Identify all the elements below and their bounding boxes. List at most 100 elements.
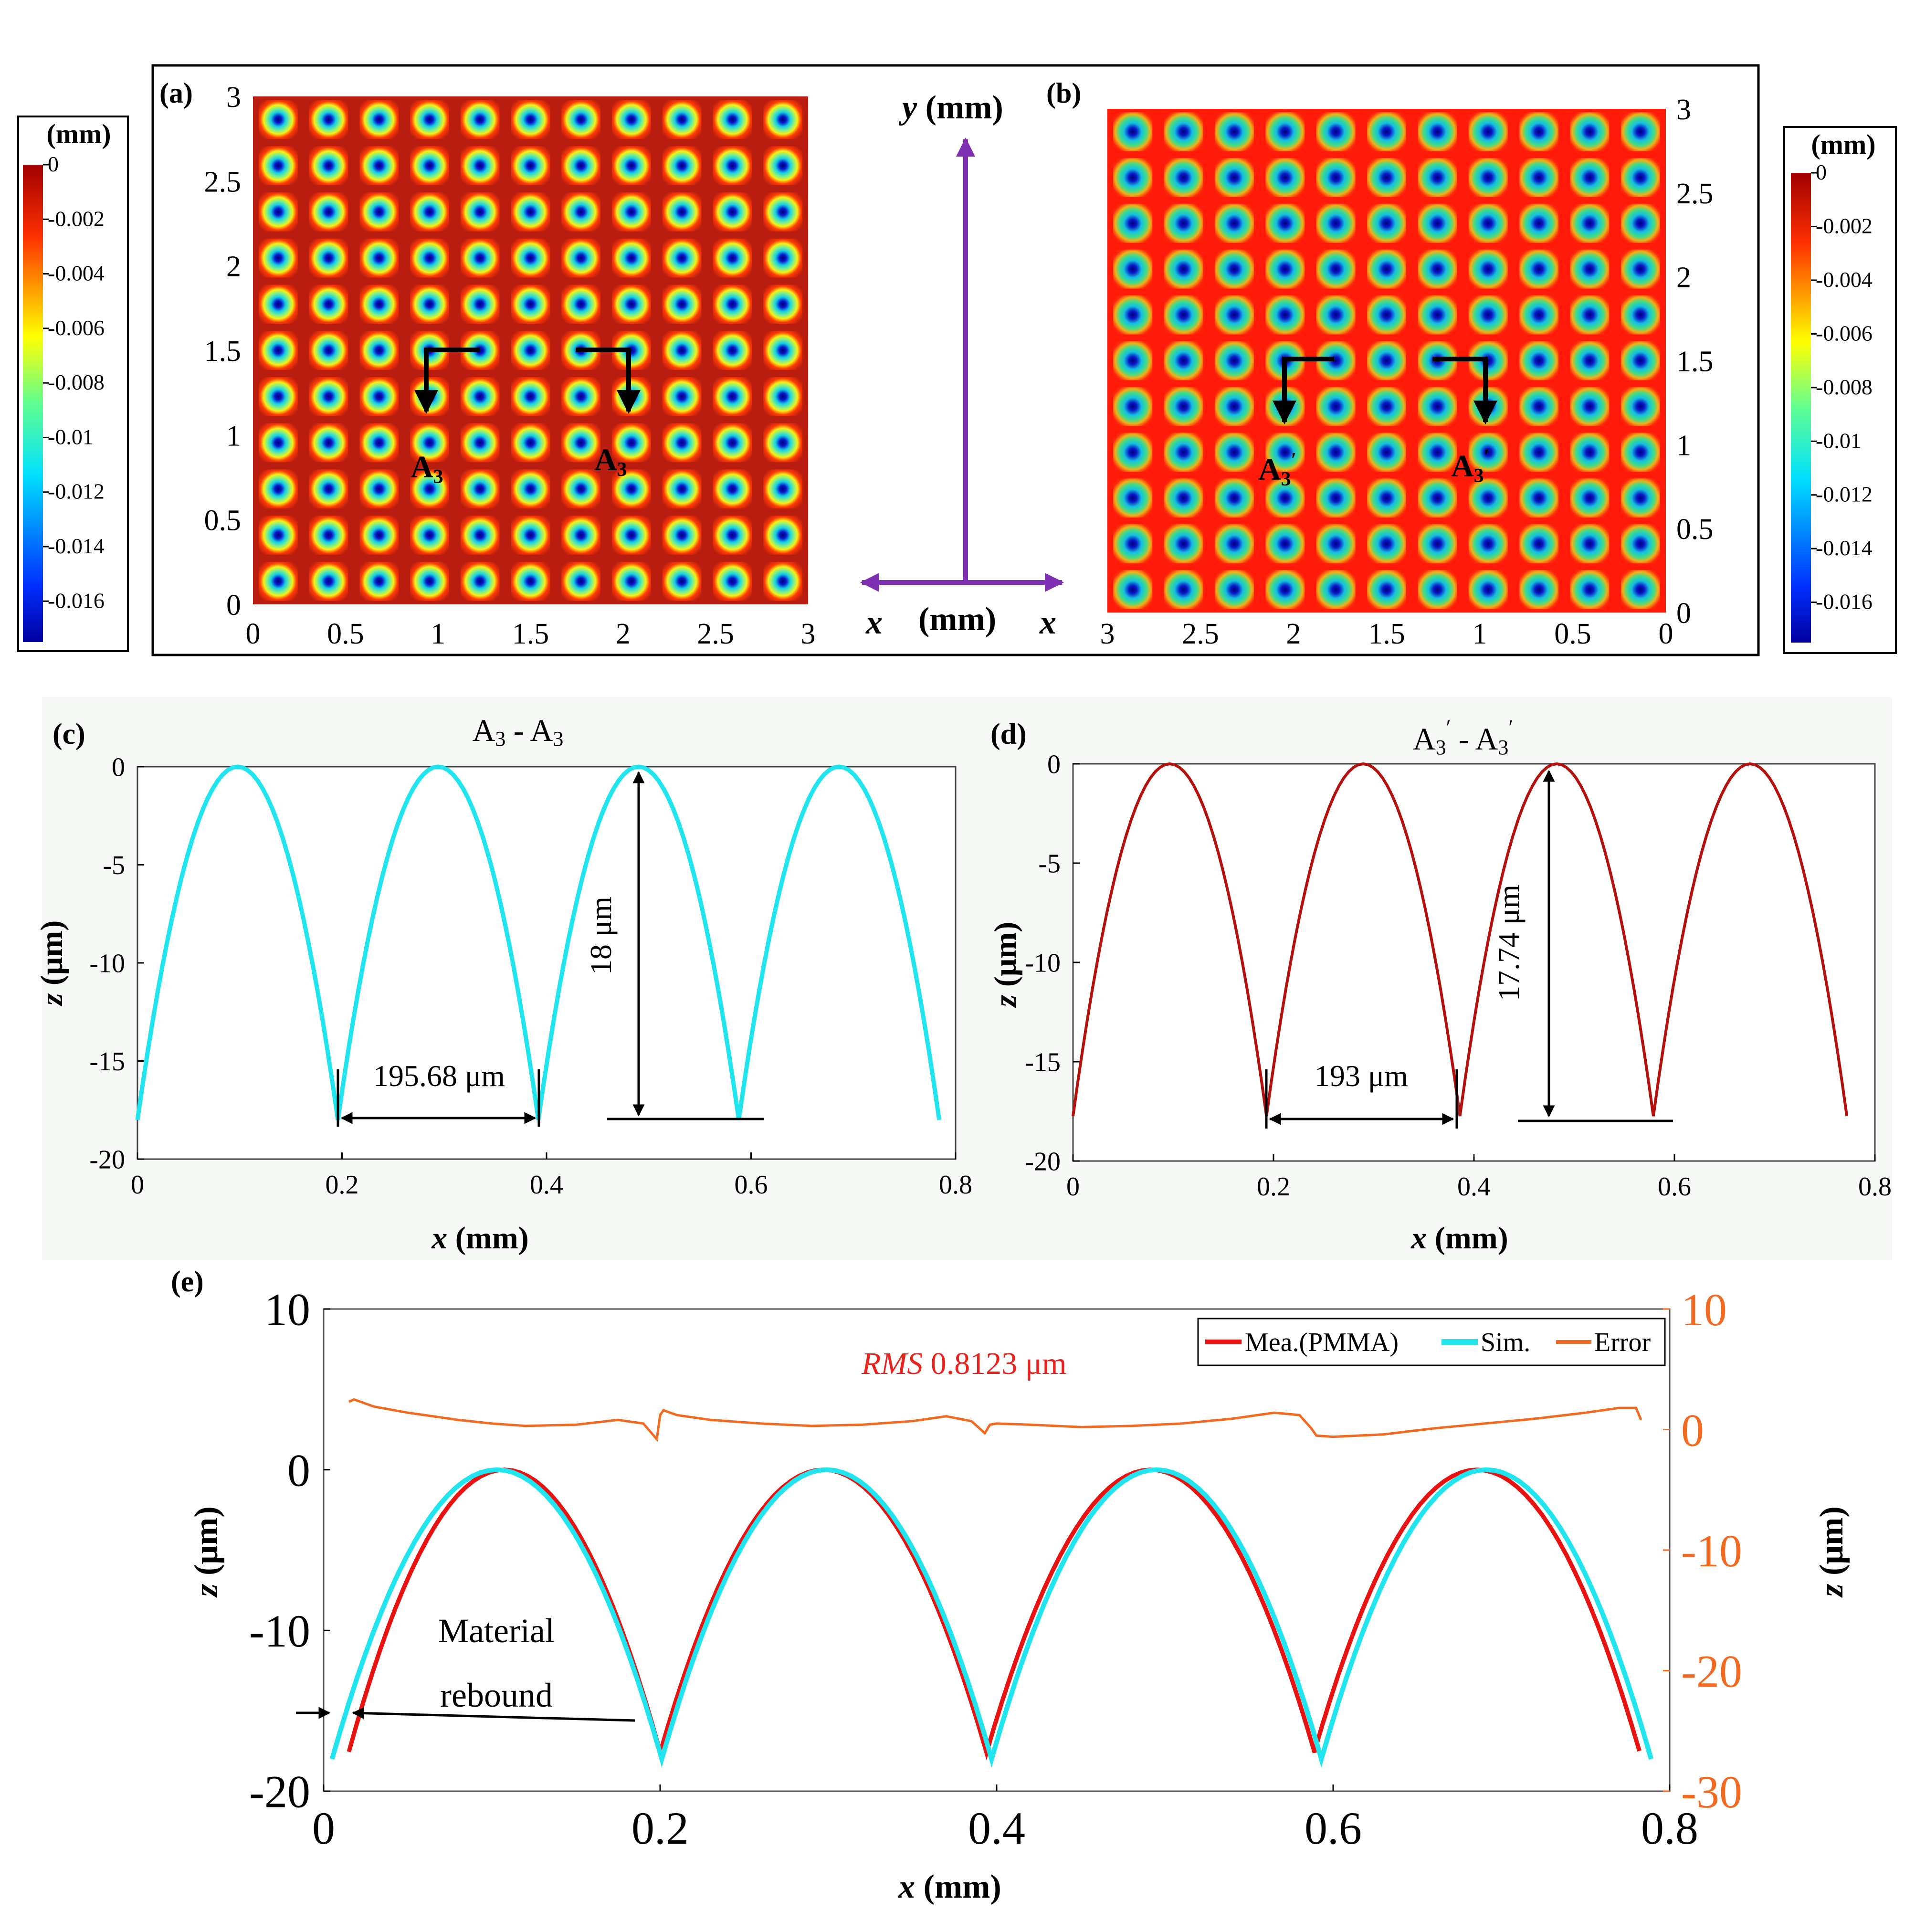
map-x-tick-label: 1.5: [512, 618, 549, 650]
panel-e-ylabel: z (μm): [188, 1506, 225, 1597]
dimple: [1316, 295, 1356, 335]
dimple: [511, 238, 550, 278]
map-y-tick-label: 2: [1676, 262, 1691, 294]
legend-mea-label: Mea.(PMMA): [1245, 1328, 1399, 1357]
dimple: [713, 146, 752, 185]
panel-c: (c) A3 - A3 0 0.2 0.4 0.6 0.8 0 -5 -10 -15 -20 x …: [34, 697, 1000, 1260]
dimple: [410, 146, 449, 185]
dimple: [259, 469, 298, 509]
dimple: [259, 561, 298, 601]
y-tick-label: -10: [249, 1605, 310, 1657]
colorbar-tick-label: -0.006: [48, 316, 105, 340]
dimple: [1214, 112, 1254, 152]
dimple: [1519, 387, 1559, 426]
colorbar-tick-label: -0.002: [48, 206, 105, 231]
panel-e-error-line: [348, 1398, 1642, 1442]
dimple: [1214, 387, 1254, 426]
dimple: [1265, 112, 1305, 152]
panel-a-dimples: [259, 100, 802, 601]
dimple: [309, 146, 348, 185]
panel-e-annotation-line1: Material: [438, 1612, 555, 1650]
dimple: [1418, 387, 1457, 426]
dimple: [662, 100, 702, 139]
dimple: [1418, 249, 1457, 289]
map-y-tick-label: 0: [226, 589, 241, 622]
x-tick-label: 0: [1066, 1172, 1080, 1202]
dimple: [1367, 433, 1407, 472]
map-x-tick-label: 1.5: [1368, 618, 1405, 650]
dimple: [1570, 524, 1610, 564]
dimple: [1316, 570, 1356, 610]
dimple: [1113, 295, 1153, 335]
panel-d-ticks: 0 0.2 0.4 0.6 0.8 0 -5 -10 -15 -20: [1025, 750, 1892, 1202]
panel-e: (e) 0 0.2 0.4 0.6 0.8 10 0 -10 -20 10 0 -10 -20 -30 M…: [171, 1266, 1850, 1905]
dimple: [763, 100, 802, 139]
x-tick-label: 0.2: [631, 1803, 689, 1854]
dimple: [259, 423, 298, 463]
dimple: [1367, 478, 1407, 518]
dimple: [1113, 433, 1153, 472]
colorbar-tick-label: -0.012: [48, 479, 105, 504]
dimple: [713, 238, 752, 278]
dimple: [561, 516, 601, 555]
x-tick-label: 0.6: [735, 1170, 768, 1200]
dimple: [1265, 158, 1305, 197]
panel-e-label: (e): [171, 1266, 204, 1298]
panel-d-xlabel: x (mm): [1410, 1221, 1508, 1256]
y-tick-label: 0: [287, 1445, 310, 1496]
dimple: [763, 377, 802, 416]
dimple: [1316, 387, 1356, 426]
dimple: [1620, 478, 1660, 518]
y-tick-label: -5: [1038, 849, 1061, 879]
dimple: [410, 516, 449, 555]
map-y-tick-label: 1: [1676, 429, 1691, 462]
dimple: [259, 100, 298, 139]
panel-b-section-marker-right: [1432, 357, 1497, 424]
dimple: [1519, 524, 1559, 564]
dimple: [460, 238, 500, 278]
dimple: [1468, 433, 1508, 472]
dimple: [1164, 295, 1203, 335]
x-tick-label: 0.4: [968, 1803, 1025, 1854]
panel-b: (b) 3 2.5 2 1.5 1 0.5 0 0 0.5 1 1.5 2 2.5 3 A3′ A3′: [1046, 77, 1714, 650]
dimple: [1316, 112, 1356, 152]
map-y-tick-label: 2.5: [1676, 178, 1714, 210]
dimple: [561, 100, 601, 139]
panel-d-ylabel: z (μm): [988, 922, 1023, 1008]
map-x-tick-label: 2: [1286, 618, 1301, 650]
dimple: [1519, 570, 1559, 610]
dimple: [763, 331, 802, 370]
colorbar-tick-label: -0.014: [48, 534, 105, 558]
dimple: [359, 469, 399, 509]
dimple: [763, 469, 802, 509]
panel-e-ticks: 0 0.2 0.4 0.6 0.8 10 0 -10 -20 10 0 -10 -20 -30: [249, 1284, 1742, 1854]
panel-b-section-markers: [1273, 357, 1497, 424]
dimple: [309, 285, 348, 324]
legend-sim-label: Sim.: [1481, 1328, 1530, 1357]
panel-b-y-ticks: 0 0.5 1 1.5 2 2.5 3: [1676, 94, 1714, 630]
dimple: [1164, 524, 1203, 564]
dimple: [662, 238, 702, 278]
dimple: [1113, 203, 1153, 243]
dimple: [1418, 524, 1457, 564]
dimple: [1620, 524, 1660, 564]
dimple: [1265, 249, 1305, 289]
dimple: [511, 192, 550, 232]
dimple: [1164, 478, 1203, 518]
dimple: [561, 469, 601, 509]
dimple: [359, 192, 399, 232]
dimple: [511, 377, 550, 416]
dimple: [511, 100, 550, 139]
dimple: [511, 516, 550, 555]
dimple: [1214, 341, 1254, 380]
dimple: [359, 423, 399, 463]
colorbar-tick-label: -0.006: [1816, 321, 1873, 345]
colorbar-left-unit: (mm): [46, 118, 111, 149]
dimple: [763, 192, 802, 232]
dimple: [1265, 570, 1305, 610]
panel-d-plot-area: [1072, 763, 1876, 1162]
dimple: [1316, 249, 1356, 289]
dimple: [1367, 295, 1407, 335]
map-x-tick-label: 0: [246, 618, 261, 650]
